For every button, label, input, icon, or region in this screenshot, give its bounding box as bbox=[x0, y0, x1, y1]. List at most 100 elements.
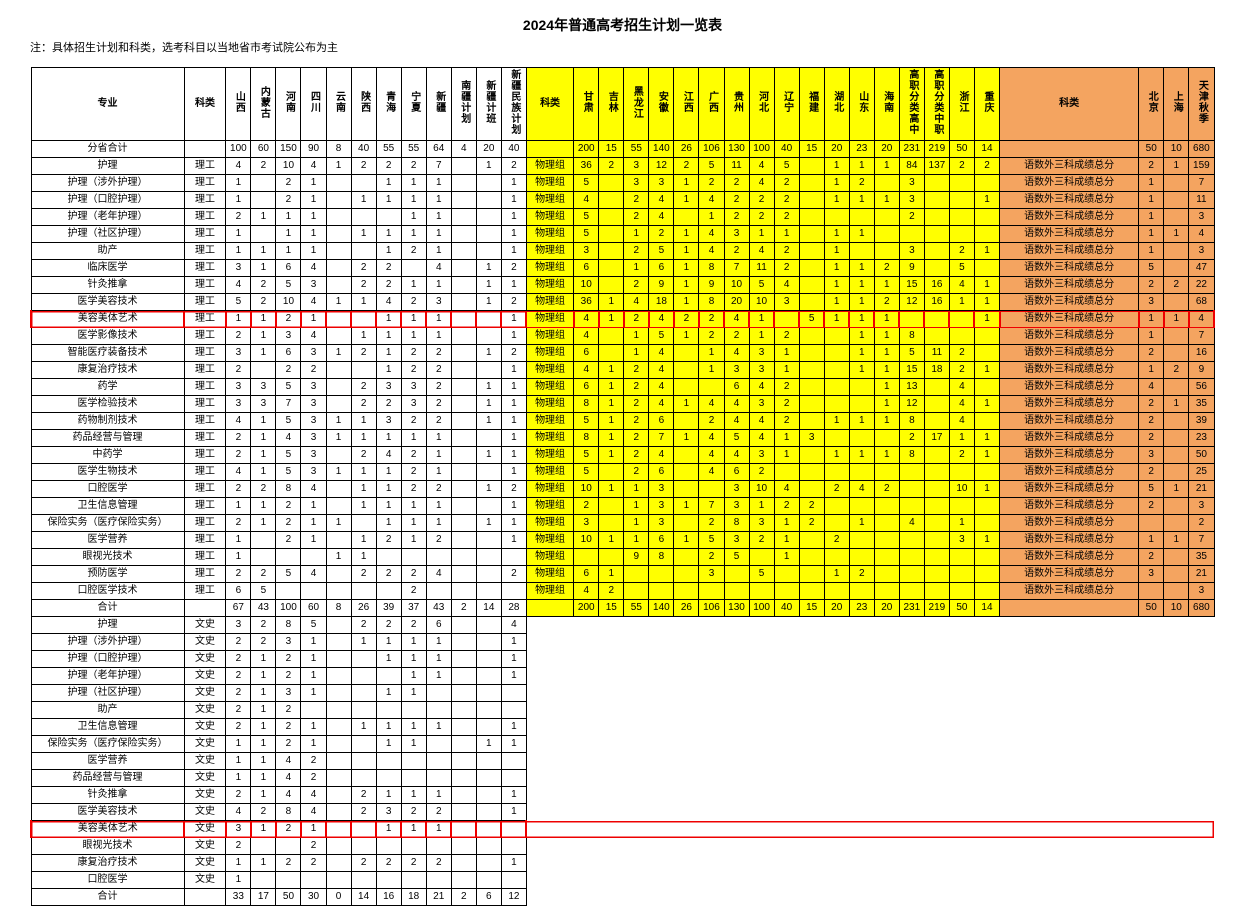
cell: 1 bbox=[426, 719, 451, 736]
cell bbox=[451, 498, 476, 515]
cell: 14 bbox=[974, 141, 999, 158]
cell: 2 bbox=[774, 209, 799, 226]
cell: 1 bbox=[476, 294, 501, 311]
cell: 文史 bbox=[184, 685, 226, 702]
cell: 物理组 bbox=[526, 260, 573, 277]
table-row: 药学理工3353233211物理组61246421134语数外三科成绩总分456 bbox=[31, 379, 1214, 396]
cell: 物理组 bbox=[526, 379, 573, 396]
admission-plan-table: 专业科类山西内蒙古河南四川云南陕西青海宁夏新疆南疆计划新疆计班新疆民族计划科类甘… bbox=[30, 67, 1215, 906]
cell bbox=[799, 396, 824, 413]
cell bbox=[501, 838, 526, 855]
cell: 1 bbox=[401, 651, 426, 668]
cell: 4 bbox=[649, 311, 674, 328]
cell bbox=[276, 549, 301, 566]
col-header: 新疆 bbox=[426, 68, 451, 141]
cell: 1 bbox=[401, 328, 426, 345]
cell: 1 bbox=[501, 464, 526, 481]
cell: 物理组 bbox=[526, 328, 573, 345]
cell: 6 bbox=[574, 260, 599, 277]
cell: 2 bbox=[226, 566, 251, 583]
cell: 3 bbox=[226, 345, 251, 362]
cell: 6 bbox=[426, 617, 451, 634]
cell: 1 bbox=[501, 243, 526, 260]
cell: 1 bbox=[501, 192, 526, 209]
cell bbox=[674, 447, 699, 464]
cell: 1 bbox=[426, 668, 451, 685]
cell: 6 bbox=[574, 345, 599, 362]
cell: 2 bbox=[624, 277, 649, 294]
cell bbox=[599, 260, 624, 277]
cell bbox=[849, 583, 874, 600]
cell: 2 bbox=[276, 702, 301, 719]
cell bbox=[624, 583, 649, 600]
cell: 1 bbox=[1139, 192, 1164, 209]
cell bbox=[326, 872, 351, 889]
cell bbox=[849, 379, 874, 396]
cell: 1 bbox=[376, 719, 401, 736]
cell bbox=[476, 634, 501, 651]
cell: 3 bbox=[649, 175, 674, 192]
cell bbox=[451, 872, 476, 889]
col-header: 云南 bbox=[326, 68, 351, 141]
cell: 1 bbox=[674, 294, 699, 311]
cell: 理工 bbox=[184, 549, 226, 566]
cell: 4 bbox=[226, 804, 251, 821]
cell bbox=[599, 549, 624, 566]
cell: 1 bbox=[401, 685, 426, 702]
cell: 1 bbox=[824, 175, 849, 192]
cell: 2 bbox=[674, 158, 699, 175]
cell bbox=[476, 838, 501, 855]
cell: 文史 bbox=[184, 719, 226, 736]
cell: 1 bbox=[874, 447, 899, 464]
cell: 1 bbox=[624, 515, 649, 532]
cell: 文史 bbox=[184, 634, 226, 651]
cell: 6 bbox=[476, 889, 501, 906]
cell: 6 bbox=[574, 566, 599, 583]
cell: 1 bbox=[301, 634, 326, 651]
cell: 1 bbox=[251, 685, 276, 702]
cell: 4 bbox=[899, 515, 924, 532]
cell: 3 bbox=[376, 413, 401, 430]
cell: 5 bbox=[649, 243, 674, 260]
cell: 1 bbox=[326, 294, 351, 311]
table-row: 针灸推拿理工4253221111物理组1029191054111151641语数… bbox=[31, 277, 1214, 294]
col-header: 广西 bbox=[699, 68, 724, 141]
col-header: 黑龙江 bbox=[624, 68, 649, 141]
cell: 1 bbox=[501, 634, 526, 651]
cell: 3 bbox=[226, 396, 251, 413]
cell: 理工 bbox=[184, 498, 226, 515]
cell: 2 bbox=[401, 481, 426, 498]
cell bbox=[451, 243, 476, 260]
col-header: 湖北 bbox=[824, 68, 849, 141]
cell: 2 bbox=[401, 345, 426, 362]
cell: 5 bbox=[276, 379, 301, 396]
cell: 6 bbox=[649, 532, 674, 549]
cell: 8 bbox=[899, 328, 924, 345]
cell: 1 bbox=[774, 345, 799, 362]
cell: 1 bbox=[1164, 481, 1189, 498]
cell bbox=[451, 328, 476, 345]
cell: 1 bbox=[849, 158, 874, 175]
cell bbox=[949, 549, 974, 566]
cell: 2 bbox=[699, 175, 724, 192]
cell: 7 bbox=[276, 396, 301, 413]
cell: 1 bbox=[251, 345, 276, 362]
cell: 语数外三科成绩总分 bbox=[1000, 345, 1139, 362]
cell: 5 bbox=[276, 447, 301, 464]
cell: 1 bbox=[501, 668, 526, 685]
cell: 2 bbox=[251, 481, 276, 498]
cell: 1 bbox=[426, 634, 451, 651]
cell: 47 bbox=[1189, 260, 1214, 277]
cell: 1 bbox=[501, 226, 526, 243]
cell: 1 bbox=[326, 430, 351, 447]
cell bbox=[874, 532, 899, 549]
cell: 1 bbox=[426, 464, 451, 481]
cell: 20 bbox=[724, 294, 749, 311]
cell: 口腔医学技术 bbox=[31, 583, 184, 600]
cell bbox=[974, 260, 999, 277]
cell bbox=[1164, 515, 1189, 532]
cell bbox=[649, 583, 674, 600]
cell: 9 bbox=[649, 277, 674, 294]
cell: 10 bbox=[749, 481, 774, 498]
cell: 1 bbox=[674, 226, 699, 243]
